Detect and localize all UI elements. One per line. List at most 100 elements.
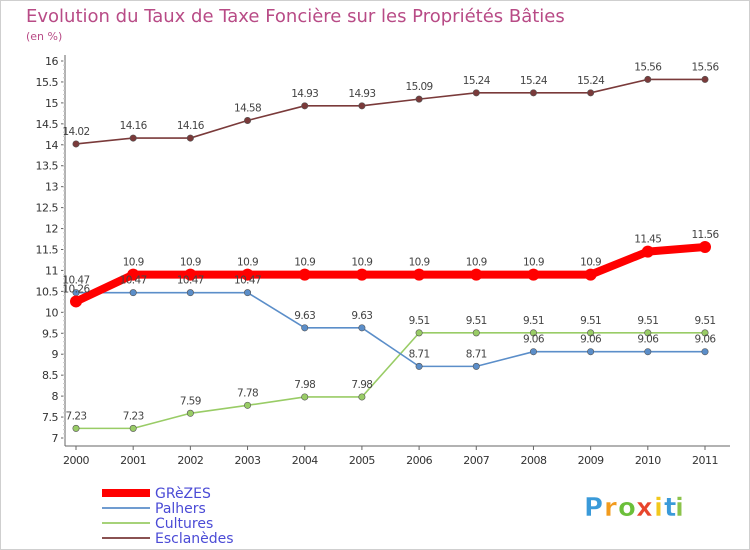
data-label: 9.51 [580, 315, 601, 327]
y-tick-label: 12 [45, 223, 58, 236]
data-point [298, 268, 311, 281]
data-label: 10.9 [409, 257, 430, 269]
data-point [584, 268, 597, 281]
data-point [527, 268, 540, 281]
data-point [587, 329, 595, 337]
data-point [358, 324, 366, 332]
data-point [129, 424, 137, 432]
data-point [641, 245, 654, 258]
data-point [72, 140, 80, 148]
data-label: 9.51 [409, 315, 430, 327]
data-label: 10.9 [294, 257, 315, 269]
y-tick-label: 9 [52, 348, 59, 361]
data-label: 10.26 [62, 283, 90, 295]
y-tick-label: 9.5 [42, 327, 58, 340]
data-label: 9.51 [637, 315, 658, 327]
data-label: 15.56 [634, 61, 662, 73]
data-label: 10.9 [351, 257, 372, 269]
data-label: 10.9 [180, 257, 201, 269]
x-tick-label: 2009 [578, 454, 604, 467]
x-tick-label: 2006 [406, 454, 432, 467]
data-point [529, 329, 537, 337]
logo-letter: r [604, 493, 617, 523]
data-label: 14.93 [291, 88, 318, 100]
data-label: 9.51 [695, 315, 716, 327]
y-tick-label: 8 [52, 390, 59, 403]
y-tick-label: 10 [45, 306, 58, 319]
x-tick-label: 2004 [292, 454, 318, 467]
series-line [72, 242, 709, 306]
legend-entry: Cultures [155, 516, 213, 532]
data-label: 11.56 [691, 229, 719, 241]
x-tick-label: 2007 [463, 454, 489, 467]
data-label: 9.63 [351, 310, 372, 322]
y-tick-label: 11 [45, 264, 58, 277]
data-label: 9.51 [523, 315, 544, 327]
logo-letter: x [636, 493, 653, 523]
y-tick-label: 11.5 [36, 244, 59, 257]
data-label: 9.06 [580, 334, 602, 346]
data-point [129, 289, 137, 297]
data-point [701, 348, 709, 356]
data-point [472, 362, 480, 370]
data-point [301, 102, 309, 110]
logo-letter: i [654, 493, 663, 523]
series-line [75, 332, 706, 430]
axes: 7 7.5 8 8.5 9 9.5 10 10.5 11 11.5 12 12.5 13 13.5 14 14… [36, 55, 730, 467]
data-point [241, 268, 254, 281]
data-point [644, 329, 652, 337]
data-point [244, 289, 252, 297]
series-layer [70, 75, 711, 432]
x-tick-label: 2003 [235, 454, 261, 467]
y-tick-label: 8.5 [42, 369, 58, 382]
legend-entry: GRèZES [155, 486, 211, 502]
series-0 [70, 240, 711, 308]
x-tick-label: 2001 [120, 454, 146, 467]
chart-title: Evolution du Taux de Taxe Foncière sur l… [26, 6, 565, 27]
series-line [75, 78, 706, 145]
data-point [301, 324, 309, 332]
y-tick-label: 7 [52, 432, 59, 445]
x-tick-label: 2000 [63, 454, 89, 467]
data-point [358, 393, 366, 401]
data-label: 15.24 [577, 75, 605, 87]
legend-entry: Esclanèdes [155, 531, 234, 547]
data-point [415, 95, 423, 103]
series-3 [72, 75, 709, 148]
x-tick-label: 2010 [635, 454, 661, 467]
data-label: 9.63 [294, 310, 315, 322]
data-label: 9.51 [466, 315, 487, 327]
data-label: 8.71 [409, 348, 430, 360]
data-point [413, 268, 426, 281]
data-label: 14.93 [348, 88, 375, 100]
data-label: 10.47 [234, 275, 261, 287]
data-point [587, 348, 595, 356]
data-point [244, 401, 252, 409]
data-label: 15.56 [691, 61, 719, 73]
data-label: 10.47 [120, 275, 147, 287]
data-label: 10.47 [62, 275, 89, 287]
data-label: 7.23 [123, 410, 144, 422]
data-point [644, 75, 652, 83]
data-point [129, 134, 137, 142]
series-2 [72, 329, 709, 432]
data-point [355, 268, 368, 281]
y-tick-label: 14.5 [36, 118, 59, 131]
data-point [701, 329, 709, 337]
data-label: 14.58 [234, 102, 261, 114]
logo-letter: o [618, 493, 636, 523]
data-point [186, 289, 194, 297]
data-label: 7.98 [351, 379, 372, 391]
data-point [72, 424, 80, 432]
logo-letter: P [584, 493, 603, 523]
data-point [301, 393, 309, 401]
data-label: 9.06 [695, 334, 717, 346]
y-tick-label: 16 [45, 55, 58, 68]
y-tick-label: 7.5 [42, 411, 58, 424]
data-label: 14.16 [177, 120, 205, 132]
logo-letter: i [675, 493, 684, 523]
